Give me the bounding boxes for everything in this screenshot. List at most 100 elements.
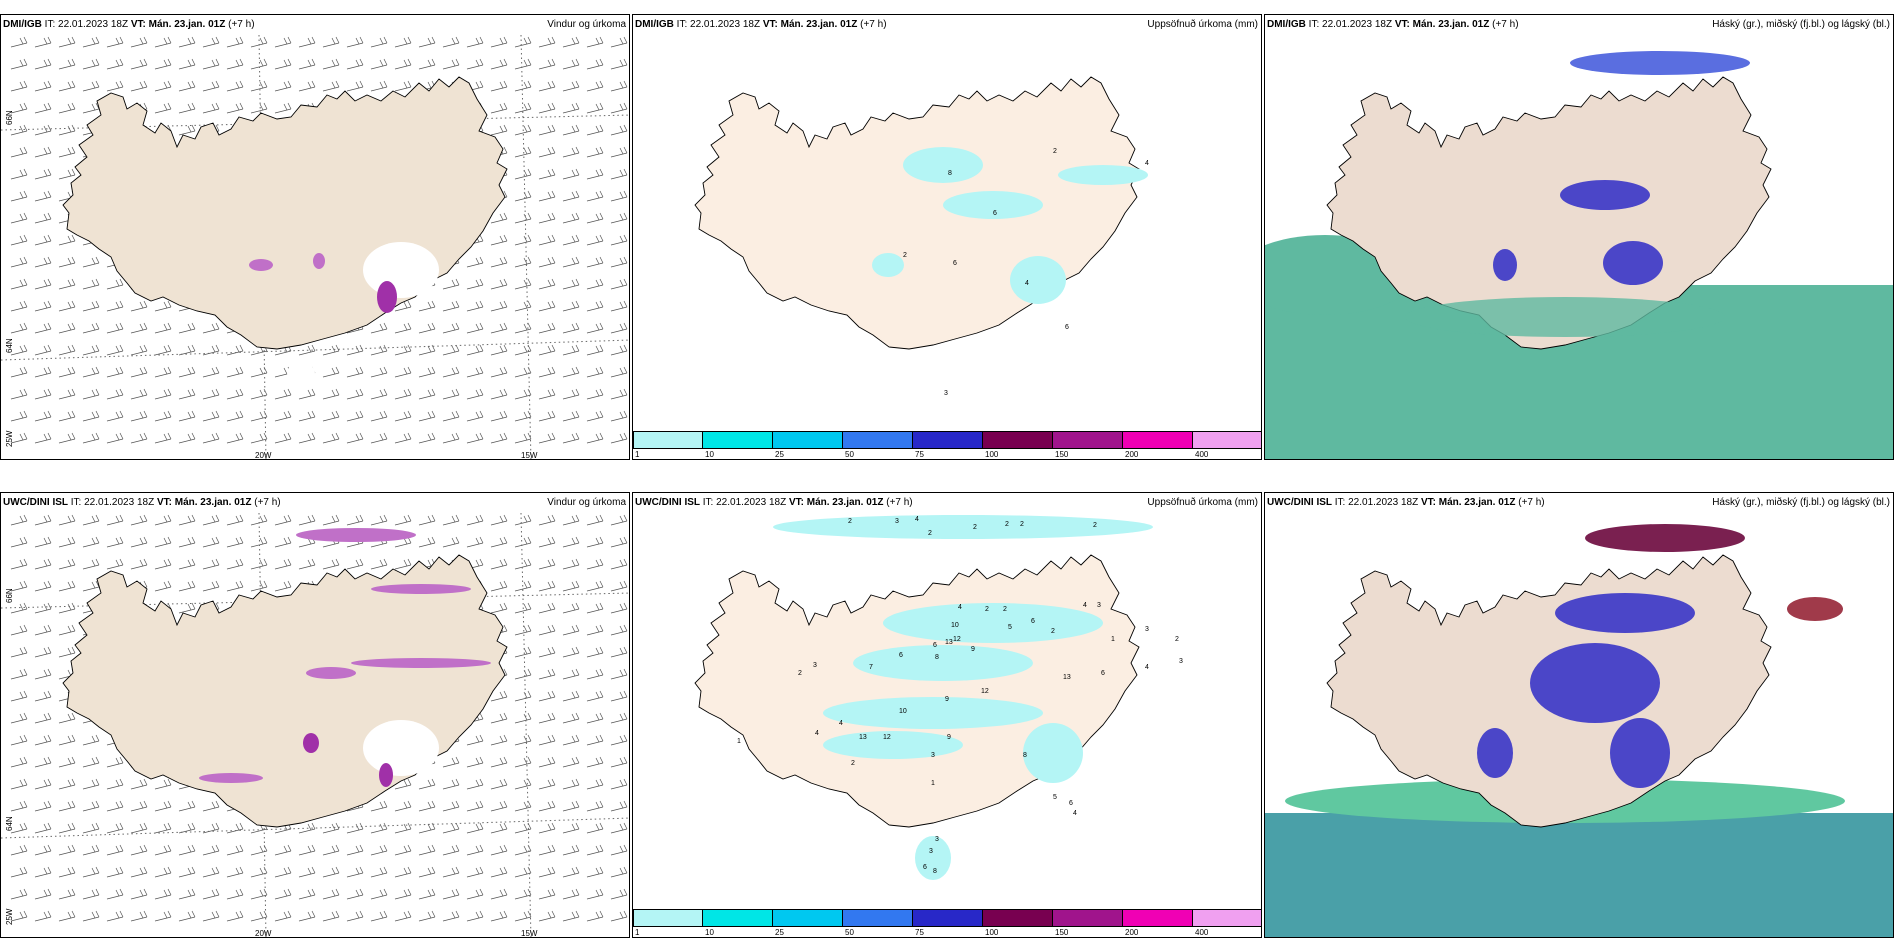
precip-area: [377, 281, 397, 313]
precip-amount-label: 3: [929, 848, 933, 855]
wind-barb: [274, 536, 292, 548]
colorbar-swatch: [913, 909, 983, 927]
wind-barb: [514, 322, 532, 334]
precip-amount-label: 2: [1003, 606, 1007, 613]
wind-barb: [466, 536, 484, 548]
wind-barb: [490, 910, 508, 922]
wind-barb: [466, 756, 484, 768]
precip-amount-label: 12: [981, 688, 989, 695]
wind-barb: [490, 888, 508, 900]
wind-barb: [34, 800, 52, 812]
wind-barb: [370, 822, 388, 834]
panel-clouds-dmi: DMI/IGB IT: 22.01.2023 18Z VT: Mán. 23.j…: [1264, 14, 1894, 460]
wind-barb: [370, 844, 388, 856]
wind-barb: [466, 410, 484, 422]
wind-barb: [610, 58, 628, 70]
precip-amount-label: 1: [1111, 636, 1115, 643]
wind-barb: [274, 432, 292, 444]
precip-amount-label: 3: [1179, 658, 1183, 665]
precip-amount-label: 12: [953, 636, 961, 643]
precip-band: [379, 763, 393, 787]
wind-barb: [346, 432, 364, 444]
wind-barb: [10, 668, 28, 680]
wind-barb: [178, 888, 196, 900]
wind-barb: [10, 558, 28, 570]
precip-amount-label: 2: [928, 530, 932, 537]
panel-header: UWC/DINI ISL IT: 22.01.2023 18Z VT: Mán.…: [633, 493, 1261, 513]
wind-barb: [538, 668, 556, 680]
wind-barb: [202, 558, 220, 570]
wind-barb: [34, 432, 52, 444]
wind-barb: [178, 536, 196, 548]
precip-amount-label: 8: [935, 654, 939, 661]
wind-barb: [34, 234, 52, 246]
wind-barb: [538, 102, 556, 114]
wind-barb: [154, 558, 172, 570]
wind-barb: [10, 80, 28, 92]
wind-barb: [178, 388, 196, 400]
wind-barb: [82, 432, 100, 444]
wind-barb: [10, 344, 28, 356]
wind-barb: [610, 844, 628, 856]
iceland-land: [694, 554, 1140, 828]
precip-area: [249, 259, 273, 271]
wind-barb: [586, 146, 604, 158]
wind-barb: [154, 778, 172, 790]
wind-barb: [154, 36, 172, 48]
wind-barb: [538, 366, 556, 378]
wind-barb: [490, 256, 508, 268]
wind-barb: [82, 536, 100, 548]
wind-barb: [10, 646, 28, 658]
wind-barb: [586, 756, 604, 768]
wind-barb: [298, 344, 316, 356]
precip-amount-label: 9: [945, 696, 949, 703]
wind-barb: [538, 146, 556, 158]
wind-barb: [490, 36, 508, 48]
wind-barb: [58, 910, 76, 922]
wind-barb: [34, 844, 52, 856]
precip-amount-label: 10: [899, 708, 907, 715]
graticule-lat-64n: [1, 817, 629, 839]
wind-barb: [514, 778, 532, 790]
wind-barb: [106, 888, 124, 900]
cloud-map: [1265, 524, 1893, 937]
colorbar-tick-label: 150: [1055, 450, 1069, 459]
colorbar-tick-label: 25: [775, 928, 784, 937]
wind-barb: [154, 410, 172, 422]
wind-barb: [346, 366, 364, 378]
colorbar-tick-label: 50: [845, 928, 854, 937]
wind-barb: [610, 168, 628, 180]
wind-barb: [466, 322, 484, 334]
precip-area-light: [915, 836, 951, 880]
precip-amount-label: 4: [1073, 810, 1077, 817]
wind-barb: [466, 888, 484, 900]
wind-barb: [274, 58, 292, 70]
lead-time: (+7 h): [1492, 19, 1519, 30]
wind-barb: [346, 80, 364, 92]
wind-barb: [466, 866, 484, 878]
wind-barb: [154, 822, 172, 834]
wind-barb: [226, 888, 244, 900]
wind-barb: [490, 366, 508, 378]
wind-barb: [538, 536, 556, 548]
precip-amount-label: 3: [931, 752, 935, 759]
precip-area-light: [823, 697, 1043, 729]
wind-barb: [346, 58, 364, 70]
wind-barb: [274, 558, 292, 570]
wind-barb: [610, 602, 628, 614]
wind-barb: [442, 866, 460, 878]
snow-cover: [363, 242, 439, 298]
wind-barb: [178, 366, 196, 378]
wind-barb: [346, 888, 364, 900]
accum-precip-map: 8 2 4 6 2 6 4 3 6: [694, 76, 1149, 397]
wind-barb: [490, 432, 508, 444]
wind-barb: [82, 36, 100, 48]
wind-barb: [34, 212, 52, 224]
wind-barb: [418, 432, 436, 444]
wind-barb: [610, 300, 628, 312]
wind-barb: [322, 366, 340, 378]
wind-barb: [82, 322, 100, 334]
wind-barb: [82, 366, 100, 378]
wind-barb: [10, 388, 28, 400]
wind-barb: [34, 822, 52, 834]
